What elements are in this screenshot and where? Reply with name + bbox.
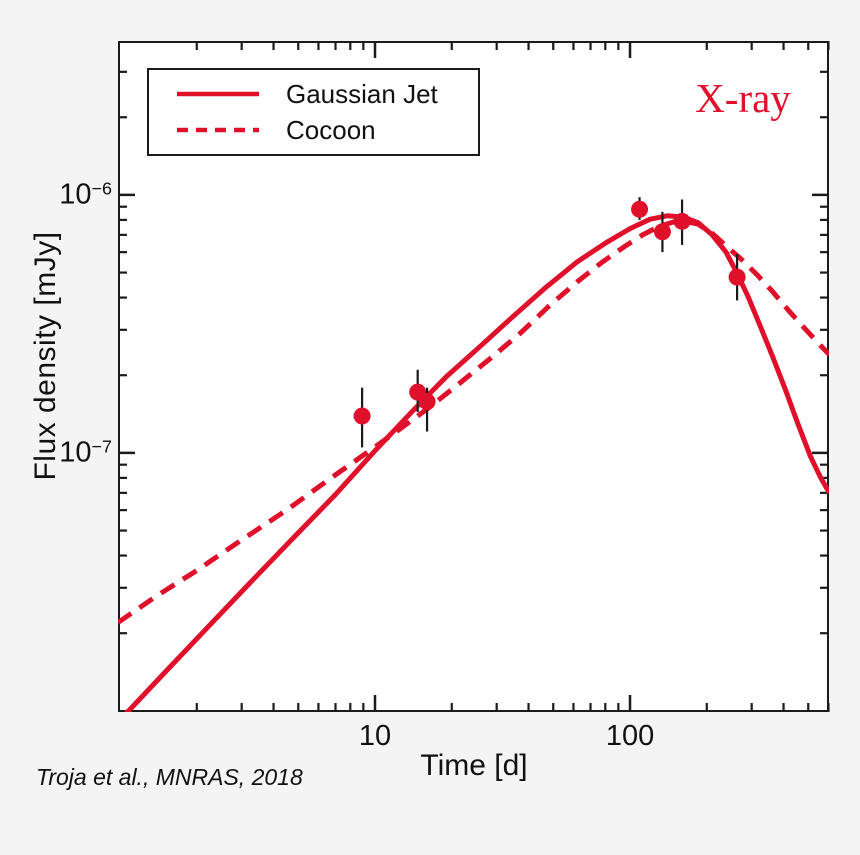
x-axis-title: Time [d] [420,749,528,782]
legend-label-gaussian-jet: Gaussian Jet [286,78,438,109]
legend-item-cocoon: Cocoon [149,112,478,148]
y-tick-label: 10−7 [59,436,112,469]
legend-box: Gaussian Jet Cocoon [147,68,480,156]
y-axis-title: Flux density [mJy] [29,231,62,481]
legend-item-gaussian-jet: Gaussian Jet [149,76,478,112]
legend-label-cocoon: Cocoon [286,114,376,145]
attribution-text: Troja et al., MNRAS, 2018 [36,764,303,790]
x-tick-label: 100 [605,720,655,752]
x-tick-label: 10 [358,720,392,752]
dashed-line-sample-icon [177,127,259,133]
band-annotation: X-ray [695,75,791,121]
solid-line-sample-icon [177,91,259,97]
y-tick-label: 10−6 [59,178,112,211]
